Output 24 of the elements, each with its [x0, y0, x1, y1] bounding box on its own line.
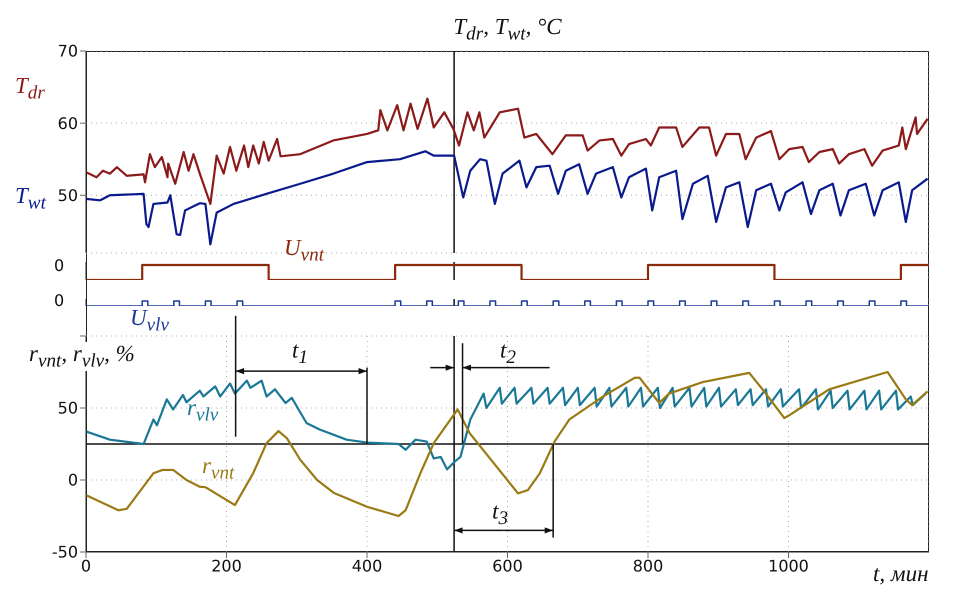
x-tick-label: 1000 — [768, 556, 809, 576]
x-tick-label: 200 — [211, 556, 242, 576]
text: T$_{dr}$ — [15, 73, 45, 104]
x-tick-label: 0 — [80, 556, 92, 576]
y-tick-label: -50 — [52, 542, 78, 562]
y-tick-label: 0 — [68, 470, 78, 490]
series-label: U$_{vnt}$ — [284, 235, 324, 266]
series-label: T$_{wt}$ — [15, 183, 46, 214]
annotation: t$_{3}$ — [492, 499, 508, 530]
series-label: r$_{vlv}$ — [187, 395, 218, 426]
y-axis-title: r$_{vnt}$, r$_{vlv}$, % — [27, 341, 137, 372]
x-tick-label: 600 — [492, 556, 523, 576]
chart-title: T$_{dr}$, T$_{wt}$, °C — [453, 14, 562, 45]
annotation: t$_{1}$ — [292, 338, 308, 368]
annotation: t$_{2}$ — [500, 338, 516, 368]
x-axis-title: t, мин — [873, 561, 928, 586]
y-tick-label: 50 — [58, 398, 78, 418]
series-label: U$_{vlv}$ — [130, 305, 169, 336]
x-tick-label: 800 — [632, 556, 664, 576]
x-tick-label: 400 — [352, 556, 382, 576]
y-tick-label: 50 — [58, 186, 78, 205]
y-tick-label: 60 — [58, 114, 78, 133]
series-label: r$_{vnt}$ — [202, 453, 234, 484]
y-tick-label: 70 — [58, 42, 78, 61]
